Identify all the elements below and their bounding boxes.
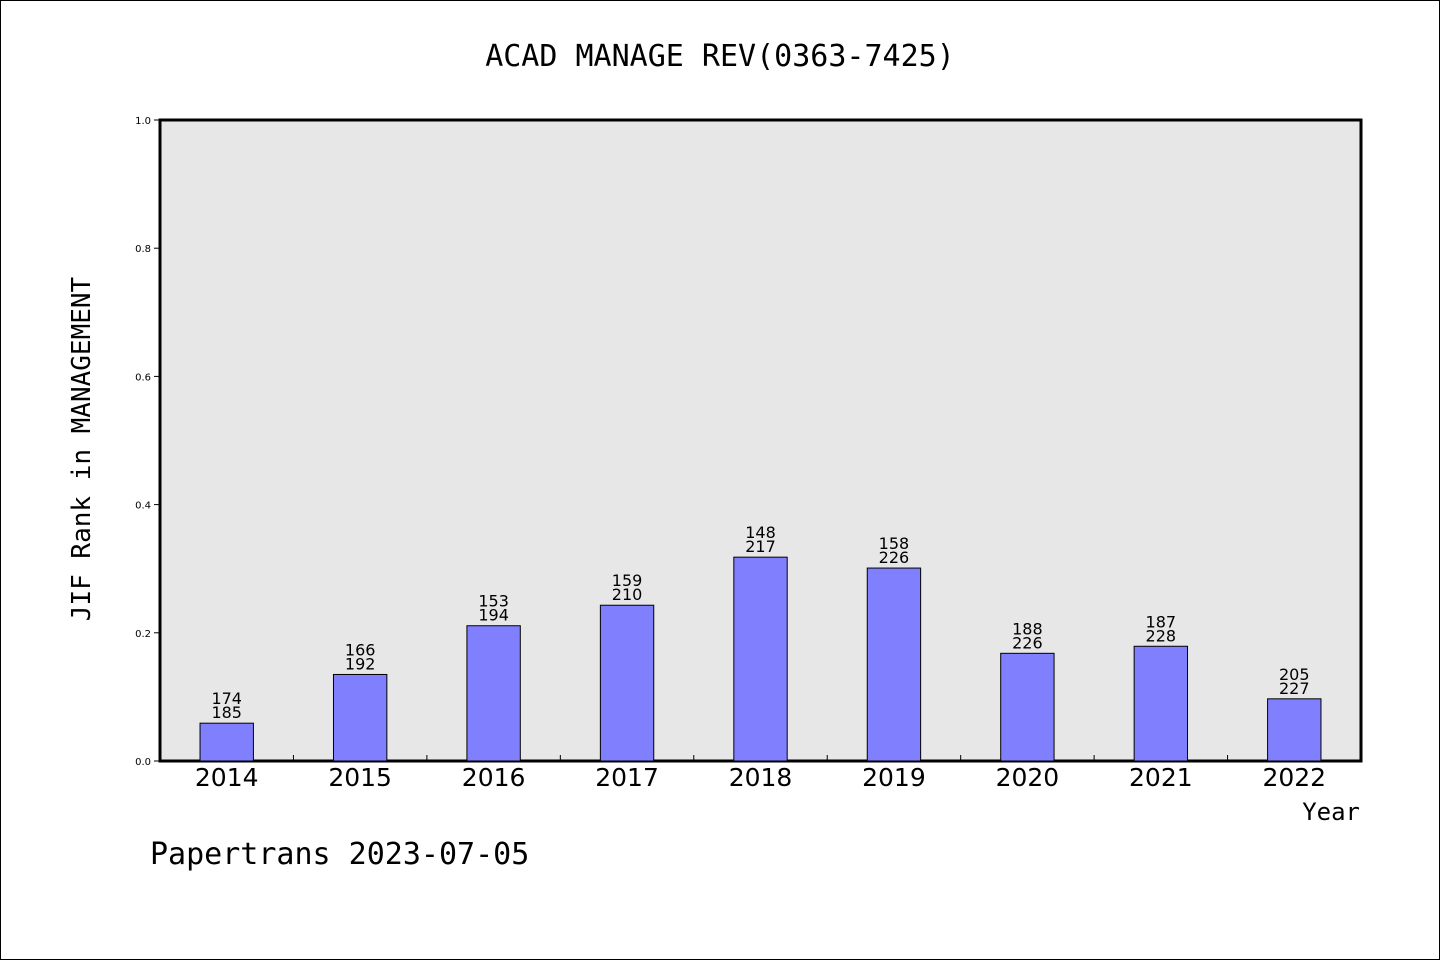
footer-credit: Papertrans 2023-07-05 — [150, 837, 529, 872]
bar-total-label: 194 — [478, 606, 509, 625]
bar-rank-label: 205 — [1279, 665, 1310, 684]
bar-rank-label: 153 — [478, 592, 509, 611]
bar-total-label: 210 — [612, 585, 643, 604]
bar-2018 — [733, 556, 788, 762]
bar-2021 — [1133, 645, 1189, 762]
bar-rank-label: 158 — [879, 534, 910, 553]
bar-total-label: 192 — [345, 654, 376, 673]
bar-total-label: 226 — [1012, 633, 1043, 652]
bar-2017 — [599, 604, 655, 762]
bar-rank-label: 187 — [1146, 612, 1177, 631]
x-tick-label: 2017 — [595, 763, 659, 792]
y-axis: 0.0 0.2 0.4 0.6 0.8 1.0 — [135, 116, 160, 768]
x-axis-label: Year — [1302, 798, 1360, 826]
y-axis-label: JIF Rank in MANAGEMENT — [67, 276, 97, 621]
bar-total-label: 185 — [211, 703, 242, 722]
bar-2019 — [866, 567, 922, 762]
x-axis: 2014 2015 2016 2017 2018 2019 2020 2021 2022 — [195, 755, 1326, 792]
x-tick-label: 2019 — [862, 763, 926, 792]
bar-2020 — [1000, 652, 1055, 762]
x-tick-label: 2016 — [462, 763, 526, 792]
bar-total-label: 217 — [745, 537, 776, 556]
bar-2016 — [466, 625, 521, 762]
bar-2015 — [332, 673, 388, 762]
bar-2022 — [1267, 698, 1322, 762]
y-tick-label: 0.6 — [135, 372, 151, 383]
y-tick-label: 0.4 — [135, 501, 151, 512]
bar-rank-label: 166 — [345, 640, 376, 659]
x-tick-label: 2015 — [328, 763, 392, 792]
y-tick-label: 0.2 — [135, 629, 151, 640]
y-tick-label: 0.0 — [135, 757, 151, 768]
bar-rank-label: 159 — [612, 571, 643, 590]
chart-title: ACAD MANAGE REV(0363-7425) — [485, 39, 955, 74]
x-tick-label: 2020 — [996, 763, 1060, 792]
y-tick-label: 0.8 — [135, 244, 151, 255]
bar-2014 — [199, 722, 254, 762]
bar-rank-label: 188 — [1012, 619, 1043, 638]
x-tick-label: 2022 — [1262, 763, 1326, 792]
x-tick-label: 2014 — [195, 763, 259, 792]
x-tick-label: 2021 — [1129, 763, 1193, 792]
bar-total-label: 228 — [1146, 626, 1177, 645]
bar-total-label: 226 — [879, 548, 910, 567]
y-tick-label: 1.0 — [135, 116, 151, 127]
bar-total-label: 227 — [1279, 679, 1310, 698]
bar-rank-label: 174 — [211, 689, 242, 708]
bar-rank-label: 148 — [745, 523, 776, 542]
x-tick-label: 2018 — [729, 763, 793, 792]
